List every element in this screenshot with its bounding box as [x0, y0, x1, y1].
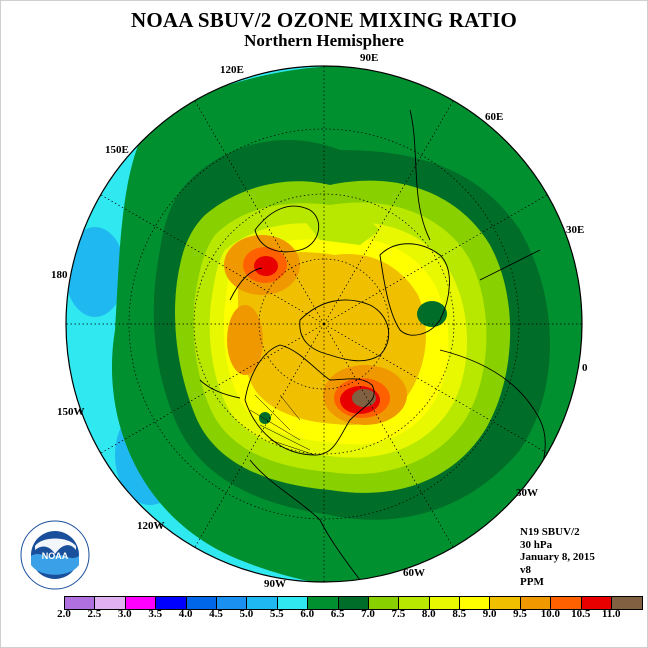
noaa-logo: NOAA	[20, 520, 90, 590]
colorbar-label: 2.5	[87, 608, 102, 620]
lon-label-30w: 30W	[516, 487, 538, 499]
colorbar-label: 9.5	[513, 608, 527, 620]
colorbar-segment	[186, 597, 217, 609]
colorbar-labels: 2.0 2.5 3.0 3.5 4.0 4.5 5.0 5.5 6.0 6.5 7.0 7.5 8.0 8…	[0, 608, 648, 624]
colorbar-segment	[125, 597, 157, 609]
colorbar-segment	[95, 597, 126, 609]
info-version: v8	[520, 563, 531, 576]
colorbar-label: 3.5	[148, 608, 163, 620]
info-satellite: N19 SBUV/2	[520, 526, 580, 538]
colorbar-segment	[277, 597, 309, 609]
colorbar-label: 9.0	[482, 608, 497, 620]
info-pressure: 30 hPa	[520, 538, 553, 551]
lon-label-150e: 150E	[105, 144, 129, 156]
colorbar-segment	[368, 597, 400, 609]
colorbar-segment	[308, 597, 339, 609]
colorbar-segment	[247, 597, 278, 609]
lon-label-90e: 90E	[360, 52, 378, 64]
colorbar-label: 8.5	[452, 608, 467, 620]
colorbar-label: 2.0	[57, 608, 71, 620]
colorbar-label: 4.0	[178, 608, 193, 620]
colorbar-label: 10.0	[540, 608, 561, 620]
graticule	[66, 66, 582, 582]
lon-label-60e: 60E	[485, 111, 503, 123]
colorbar-label: 3.0	[117, 608, 132, 620]
lon-label-90w: 90W	[264, 578, 286, 590]
lon-label-30e: 30E	[566, 224, 584, 236]
colorbar-label: 11.0	[601, 608, 621, 620]
logo-text: NOAA	[42, 551, 69, 561]
colorbar-segment	[460, 597, 491, 609]
colorbar-label: 5.0	[239, 608, 254, 620]
colorbar-segment	[338, 597, 369, 609]
map-boundary	[65, 65, 583, 583]
lon-label-120w: 120W	[137, 520, 165, 532]
colorbar-segment	[520, 597, 552, 609]
lon-label-0: 0	[582, 362, 588, 374]
state-borders	[249, 394, 316, 456]
longitude-labels: 90E 60E 30E 0 30W 60W 90W 120W 150W 180 …	[51, 52, 588, 590]
colorbar	[64, 596, 644, 610]
info-units: PPM	[520, 576, 544, 588]
colorbar-segment	[156, 597, 187, 609]
info-date: January 8, 2015	[520, 551, 595, 563]
colorbar-segment	[65, 597, 96, 609]
colorbar-label: 10.5	[571, 608, 591, 620]
colorbar-label: 6.5	[330, 608, 345, 620]
colorbar-segment	[612, 597, 643, 609]
page-subtitle: Northern Hemisphere	[244, 31, 404, 50]
lon-label-180: 180	[51, 269, 68, 281]
colorbar-label: 6.0	[300, 608, 315, 620]
colorbar-label: 7.0	[361, 608, 375, 620]
colorbar-label: 8.0	[421, 608, 436, 620]
colorbar-label: 7.5	[391, 608, 406, 620]
lon-label-150w: 150W	[57, 406, 85, 418]
info-block: N19 SBUV/2 30 hPa January 8, 2015 v8 PPM	[520, 526, 595, 589]
lon-label-120e: 120E	[220, 64, 244, 76]
colorbar-label: 4.5	[209, 608, 223, 620]
lon-label-60w: 60W	[403, 567, 425, 579]
colorbar-segment	[581, 597, 613, 609]
colorbar-segment	[490, 597, 521, 609]
colorbar-label: 5.5	[269, 608, 284, 620]
colorbar-segment	[429, 597, 461, 609]
page-title: NOAA SBUV/2 OZONE MIXING RATIO	[131, 8, 517, 32]
colorbar-segment	[216, 597, 248, 609]
colorbar-segment	[399, 597, 430, 609]
colorbar-segment	[551, 597, 582, 609]
